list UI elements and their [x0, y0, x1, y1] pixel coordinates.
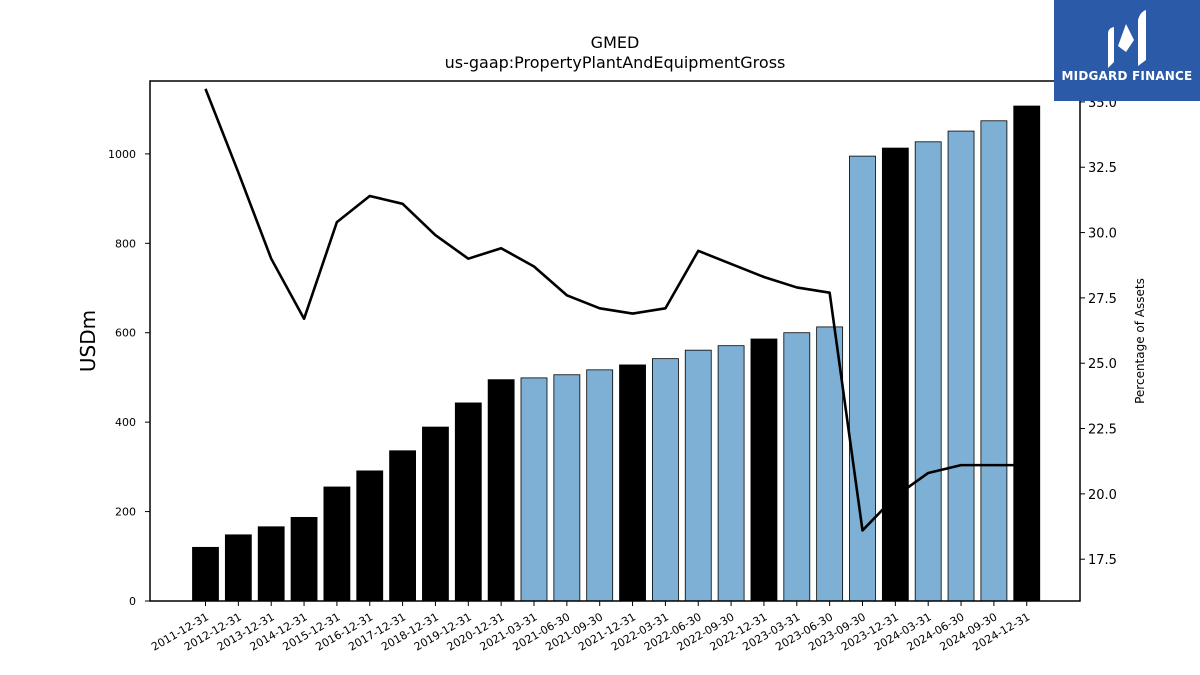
plot-frame — [149, 80, 1081, 602]
bar-2017-12-31 — [389, 450, 417, 602]
bar-2024-06-30 — [947, 130, 975, 602]
y-right-tick-label: 30.0 — [1088, 227, 1117, 242]
percentage-of-assets-line — [204, 88, 1027, 532]
bar-2024-12-31 — [1013, 105, 1041, 602]
brand-logo: MIDGARD FINANCE — [1054, 0, 1200, 101]
bar-2012-12-31 — [224, 534, 252, 602]
bar-2022-03-31 — [652, 358, 679, 602]
y-right-tick-label: 25.0 — [1088, 357, 1117, 372]
bar-2022-06-30 — [684, 349, 712, 602]
bar-2018-12-31 — [422, 426, 449, 602]
brand-name: MIDGARD FINANCE — [1061, 69, 1193, 83]
bar-2016-12-31 — [356, 470, 384, 602]
bar-2021-03-31 — [520, 377, 548, 602]
midgard-logo-icon — [1108, 10, 1146, 68]
bar-2021-09-30 — [586, 369, 614, 602]
bar-2019-12-31 — [454, 402, 482, 602]
y-tick-label: 600 — [115, 327, 136, 340]
y-right-tick-label: 32.5 — [1088, 161, 1117, 176]
bar-2023-12-31 — [881, 147, 909, 602]
bar-2024-03-31 — [914, 141, 942, 602]
y-right-tick-label: 22.5 — [1088, 423, 1117, 438]
bar-2014-12-31 — [290, 516, 318, 602]
y-tick-label: 0 — [129, 595, 136, 608]
y-right-tick-label: 20.0 — [1088, 488, 1117, 503]
bar-2024-09-30 — [980, 120, 1008, 602]
y-tick-label: 400 — [115, 416, 136, 429]
bar-2013-12-31 — [257, 526, 285, 602]
bar-2022-12-31 — [750, 338, 778, 602]
bar-2011-12-31 — [192, 546, 219, 602]
chart-title: GMED — [591, 33, 640, 52]
y-axis-label: USDm — [76, 310, 100, 372]
bar-2021-06-30 — [553, 374, 581, 602]
bar-2022-09-30 — [717, 345, 745, 602]
y-tick-label: 1000 — [108, 148, 136, 161]
y-axis-right-label: Percentage of Assets — [1133, 278, 1147, 404]
axes-layer — [149, 80, 1081, 602]
line-layer — [204, 88, 1027, 532]
chart-subtitle: us-gaap:PropertyPlantAndEquipmentGross — [445, 53, 786, 72]
y-tick-label: 200 — [115, 506, 136, 519]
bar-2023-09-30 — [849, 155, 876, 602]
y-tick-label: 800 — [115, 237, 136, 250]
y-right-tick-label: 17.5 — [1088, 553, 1117, 568]
bar-2023-03-31 — [783, 332, 811, 602]
bar-2023-06-30 — [816, 326, 844, 602]
bar-2020-12-31 — [487, 379, 515, 602]
bars-layer — [192, 105, 1041, 602]
bar-2021-12-31 — [619, 364, 646, 602]
bar-2015-12-31 — [323, 486, 351, 602]
y-right-tick-label: 27.5 — [1088, 292, 1117, 307]
